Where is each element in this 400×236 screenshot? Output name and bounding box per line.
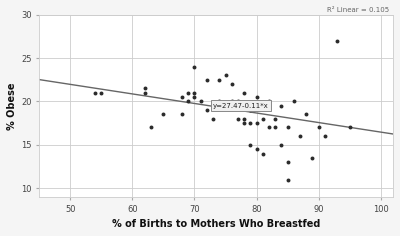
Point [185,91,192,95]
Point [253,121,260,125]
Point [216,78,222,82]
Point [222,74,229,77]
Point [266,100,272,103]
Point [191,95,198,99]
Point [92,91,98,95]
Point [346,126,353,129]
Point [228,100,235,103]
Point [247,121,254,125]
Point [260,152,266,155]
Point [272,117,278,121]
Point [185,100,192,103]
Point [179,95,185,99]
X-axis label: % of Births to Mothers Who Breastfed: % of Births to Mothers Who Breastfed [112,219,320,229]
Point [241,117,247,121]
Point [216,100,222,103]
Point [247,108,254,112]
Text: R² Linear = 0.105: R² Linear = 0.105 [327,7,390,13]
Point [253,95,260,99]
Point [235,100,241,103]
Point [247,143,254,147]
Point [204,108,210,112]
Point [272,126,278,129]
Point [241,121,247,125]
Point [266,126,272,129]
Point [198,100,204,103]
Point [241,91,247,95]
Point [179,113,185,116]
Text: y=27.47-0.11*x: y=27.47-0.11*x [213,103,269,109]
Point [191,65,198,69]
Point [235,117,241,121]
Point [290,100,297,103]
Point [260,117,266,121]
Point [228,82,235,86]
Point [142,87,148,90]
Point [334,39,340,43]
Point [278,143,284,147]
Point [148,126,154,129]
Point [253,147,260,151]
Point [160,113,167,116]
Point [98,91,105,95]
Point [278,104,284,108]
Point [210,117,216,121]
Point [309,156,316,160]
Point [284,178,291,181]
Point [297,134,303,138]
Point [284,126,291,129]
Point [315,126,322,129]
Point [322,134,328,138]
Point [284,160,291,164]
Point [303,113,309,116]
Point [142,91,148,95]
Y-axis label: % Obese: % Obese [7,82,17,130]
Point [191,91,198,95]
Point [222,104,229,108]
Point [204,78,210,82]
